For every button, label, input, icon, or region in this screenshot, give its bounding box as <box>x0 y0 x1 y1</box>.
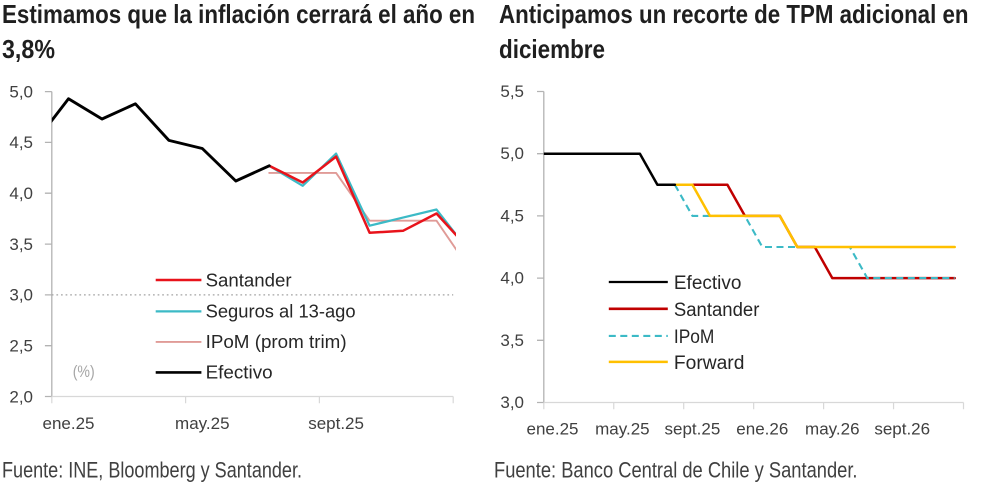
svg-text:Efectivo: Efectivo <box>206 363 273 383</box>
svg-text:may.25: may.25 <box>595 420 650 439</box>
svg-text:2,0: 2,0 <box>9 387 33 406</box>
svg-text:5,5: 5,5 <box>500 82 524 101</box>
svg-text:may.25: may.25 <box>175 414 230 433</box>
svg-text:4,5: 4,5 <box>9 133 33 152</box>
svg-text:IPoM (prom trim): IPoM (prom trim) <box>206 332 347 352</box>
svg-text:sept.25: sept.25 <box>308 414 364 433</box>
svg-text:(%): (%) <box>73 362 95 381</box>
svg-text:4,5: 4,5 <box>500 206 524 225</box>
svg-text:Fuente: Banco Central de Chile: Fuente: Banco Central de Chile y Santand… <box>494 457 858 482</box>
svg-text:Santander: Santander <box>206 270 292 290</box>
svg-text:Santander: Santander <box>674 300 760 321</box>
svg-text:ene.25: ene.25 <box>527 420 579 439</box>
svg-text:3,5: 3,5 <box>500 331 524 350</box>
svg-text:Seguros al 13-ago: Seguros al 13-ago <box>206 302 356 322</box>
svg-text:Fuente: INE, Bloomberg y Santa: Fuente: INE, Bloomberg y Santander. <box>2 457 302 482</box>
svg-text:4,0: 4,0 <box>9 184 33 203</box>
svg-text:Estimamos que la inflación cer: Estimamos que la inflación cerrará el añ… <box>2 0 475 29</box>
svg-text:diciembre: diciembre <box>499 34 605 64</box>
svg-text:Efectivo: Efectivo <box>674 273 742 294</box>
svg-text:3,8%: 3,8% <box>2 34 55 64</box>
svg-text:4,0: 4,0 <box>500 269 524 288</box>
svg-text:3,0: 3,0 <box>9 286 33 305</box>
svg-text:sept.25: sept.25 <box>665 420 721 439</box>
svg-text:sept.26: sept.26 <box>874 420 930 439</box>
svg-text:Anticipamos un recorte de TPM: Anticipamos un recorte de TPM adicional … <box>499 0 969 29</box>
svg-text:may.26: may.26 <box>805 420 860 439</box>
svg-text:IPoM: IPoM <box>674 327 715 348</box>
svg-text:3,5: 3,5 <box>9 235 33 254</box>
svg-text:5,0: 5,0 <box>9 82 33 101</box>
svg-text:3,0: 3,0 <box>500 393 524 412</box>
svg-text:ene.26: ene.26 <box>736 420 788 439</box>
svg-text:ene.25: ene.25 <box>43 414 95 433</box>
svg-text:2,5: 2,5 <box>9 337 33 356</box>
svg-text:Forward: Forward <box>674 353 745 374</box>
svg-text:5,0: 5,0 <box>500 144 524 163</box>
